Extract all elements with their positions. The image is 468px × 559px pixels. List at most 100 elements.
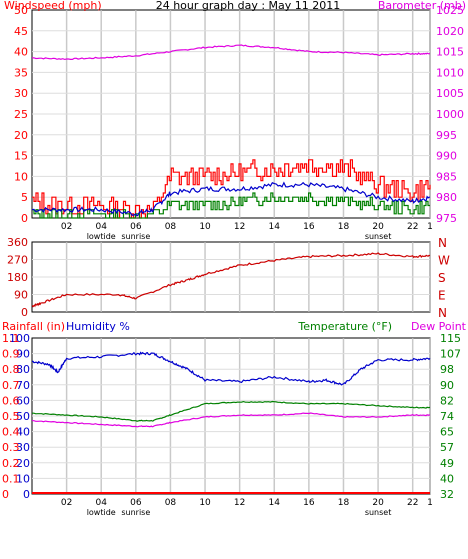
p1-xtick-label: 16	[303, 222, 315, 232]
p3-rain-tick: 0.8	[2, 363, 20, 376]
p1-ytick-label: 20	[14, 129, 28, 142]
p3-temp-tick: 82	[440, 394, 454, 407]
p1-y2tick-label: 1015	[436, 46, 464, 59]
p3-rain-tick: 0.9	[2, 348, 20, 361]
p1-series-green	[32, 192, 430, 219]
p3-rain-tick: 0.2	[2, 457, 20, 470]
p2-ytick-label: 90	[14, 289, 28, 302]
p3-rain-tick: 0.4	[2, 426, 20, 439]
p1-xtick-label: 12	[234, 222, 245, 232]
p1-xtick-label: 08	[165, 222, 177, 232]
p3-temp-tick: 40	[440, 472, 454, 485]
p3-humidity-tick: 90	[16, 348, 30, 361]
p3-temp-tick: 115	[440, 332, 461, 345]
p1-right-axis-label: Barometer (mb)	[378, 0, 466, 12]
p1-ytick-label: 40	[14, 46, 28, 59]
p1-xtick-label: 22	[407, 222, 418, 232]
p1-y2tick-label: 1010	[436, 66, 464, 79]
p3-rain-tick: 1.1	[2, 332, 20, 345]
p1-ytick-label: 15	[14, 150, 28, 163]
chart-title: 24 hour graph day : May 11 2011	[156, 0, 341, 12]
panel-wind-barometer: Windspeed (mph) 24 hour graph day : May 1…	[4, 0, 466, 241]
p1-xtick-label: 20	[372, 222, 384, 232]
p2-ytick-label: 360	[7, 236, 28, 249]
p1-xtick-label: 18	[338, 222, 350, 232]
p3-annotation-sunrise: sunrise	[121, 508, 150, 517]
p3-humidity-tick: 100	[9, 332, 30, 345]
p2-compass-label: W	[438, 254, 450, 268]
p3-dewpoint-label: Dew Point	[411, 320, 467, 333]
p1-ytick-label: 50	[14, 4, 28, 17]
p3-humidity-tick: 10	[16, 472, 30, 485]
p3-humidity-tick: 0	[23, 488, 30, 501]
p3-temp-tick: 65	[440, 426, 454, 439]
p2-compass-label: N	[438, 236, 447, 250]
p3-xtick-label: 10	[199, 498, 211, 508]
p2-compass-label: E	[438, 289, 446, 303]
p3-rain-tick: 0	[2, 488, 9, 501]
p3-xtick-label: 06	[130, 498, 142, 508]
p3-humidity-tick: 20	[16, 457, 30, 470]
p3-xtick-label: 1	[427, 498, 433, 508]
panel-humidity-temperature: Rainfall (in) Humidity % Temperature (°F) D…	[2, 320, 467, 517]
p1-y2tick-label: 1020	[436, 25, 464, 38]
p1-ytick-label: 45	[14, 25, 28, 38]
p3-xtick-label: 02	[61, 498, 72, 508]
p1-series-barometer	[31, 44, 431, 61]
p1-annotation-sunset: sunset	[365, 232, 392, 241]
p3-rainfall-label: Rainfall (in)	[2, 320, 65, 333]
p3-xtick-label: 22	[407, 498, 418, 508]
p3-humidity-tick: 80	[16, 363, 30, 376]
p1-annotation-sunrise: sunrise	[121, 232, 150, 241]
p3-series-dewpoint	[32, 412, 431, 428]
p1-y2tick-label: 1025	[436, 4, 464, 17]
p3-temp-tick: 57	[440, 441, 454, 454]
p3-xtick-label: 14	[269, 498, 281, 508]
p3-annotation-lowtide: lowtide	[87, 508, 116, 517]
p3-temp-tick: 90	[440, 379, 454, 392]
p1-y2tick-label: 985	[436, 170, 457, 183]
p3-xtick-label: 12	[234, 498, 245, 508]
p1-y2tick-label: 1005	[436, 87, 464, 100]
p1-ytick-label: 25	[14, 108, 28, 121]
p1-ytick-label: 30	[14, 87, 28, 100]
p1-annotation-lowtide: lowtide	[87, 232, 116, 241]
p3-temp-tick: 49	[440, 457, 454, 470]
p1-ytick-label: 10	[14, 170, 28, 183]
p3-humidity-tick: 60	[16, 394, 30, 407]
p2-ytick-label: 180	[7, 271, 28, 284]
p2-series-direction	[31, 252, 431, 308]
p2-ytick-label: 0	[21, 306, 28, 319]
p3-temp-tick: 74	[440, 410, 454, 423]
p1-y2tick-label: 995	[436, 129, 457, 142]
p3-xtick-label: 18	[338, 498, 350, 508]
p3-rain-tick: 0.1	[2, 472, 20, 485]
p3-rain-tick: 0.3	[2, 441, 20, 454]
p1-ytick-label: 5	[21, 191, 28, 204]
p3-xtick-label: 04	[95, 498, 107, 508]
p1-xtick-label: 04	[95, 222, 107, 232]
p1-xtick-label: 10	[199, 222, 211, 232]
p3-series-humidity	[32, 351, 431, 386]
p1-left-axis-label: Windspeed (mph)	[4, 0, 102, 12]
p1-xtick-label: 1	[427, 222, 433, 232]
p2-compass-label: S	[438, 271, 446, 285]
p3-rain-tick: 0.5	[2, 410, 20, 423]
p1-xtick-label: 02	[61, 222, 72, 232]
p1-xtick-label: 06	[130, 222, 142, 232]
p1-series-windspeed	[32, 159, 431, 219]
p3-humidity-label: Humidity %	[66, 320, 130, 333]
p1-y2tick-label: 1000	[436, 108, 464, 121]
p2-ytick-label: 270	[7, 254, 28, 267]
p3-humidity-tick: 70	[16, 379, 30, 392]
p3-annotation-sunset: sunset	[365, 508, 392, 517]
p1-y2tick-label: 990	[436, 150, 457, 163]
p1-ytick-label: 35	[14, 66, 28, 79]
p3-humidity-tick: 50	[16, 410, 30, 423]
p3-temp-tick: 107	[440, 348, 461, 361]
p3-xtick-label: 16	[303, 498, 315, 508]
p1-ytick-label: 0	[21, 212, 28, 225]
p1-series-blue	[31, 181, 430, 217]
